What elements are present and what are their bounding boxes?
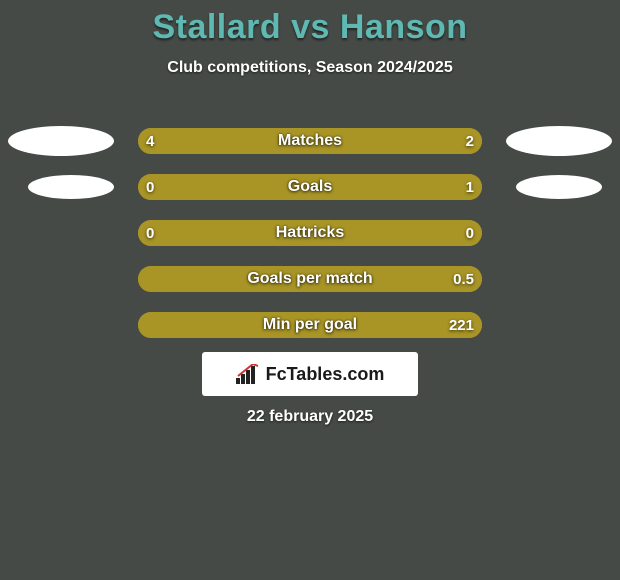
fctables-icon: [236, 364, 260, 384]
stat-row: 221Min per goal: [0, 302, 620, 348]
bar-left-fill: [138, 266, 482, 292]
stat-value-right: 221: [449, 312, 474, 338]
stat-row: 42Matches: [0, 118, 620, 164]
stat-bar: 00Hattricks: [138, 220, 482, 246]
subtitle: Club competitions, Season 2024/2025: [0, 59, 620, 77]
stat-value-right: 1: [466, 174, 474, 200]
bar-right-fill: [200, 174, 482, 200]
stat-row: 00Hattricks: [0, 210, 620, 256]
stat-value-right: 2: [466, 128, 474, 154]
stat-value-right: 0: [466, 220, 474, 246]
stat-bar: 221Min per goal: [138, 312, 482, 338]
stat-value-right: 0.5: [453, 266, 474, 292]
stat-row: 01Goals: [0, 164, 620, 210]
stat-bar: 0.5Goals per match: [138, 266, 482, 292]
stat-row: 0.5Goals per match: [0, 256, 620, 302]
stat-bar: 42Matches: [138, 128, 482, 154]
page-title: Stallard vs Hanson: [0, 0, 620, 47]
player-avatar-right: [516, 175, 602, 199]
bar-left-fill: [138, 312, 482, 338]
player-avatar-right: [506, 126, 612, 156]
stat-value-left: 4: [146, 128, 154, 154]
logo-box: FcTables.com: [202, 352, 418, 396]
stat-value-left: 0: [146, 220, 154, 246]
player-avatar-left: [28, 175, 114, 199]
comparison-card: Stallard vs Hanson Club competitions, Se…: [0, 0, 620, 580]
player-avatar-left: [8, 126, 114, 156]
stat-bar: 01Goals: [138, 174, 482, 200]
bar-left-fill: [138, 128, 367, 154]
date-text: 22 february 2025: [0, 408, 620, 426]
logo-text: FcTables.com: [266, 364, 385, 385]
bar-left-fill: [138, 220, 482, 246]
stat-rows: 42Matches01Goals00Hattricks0.5Goals per …: [0, 118, 620, 348]
stat-value-left: 0: [146, 174, 154, 200]
